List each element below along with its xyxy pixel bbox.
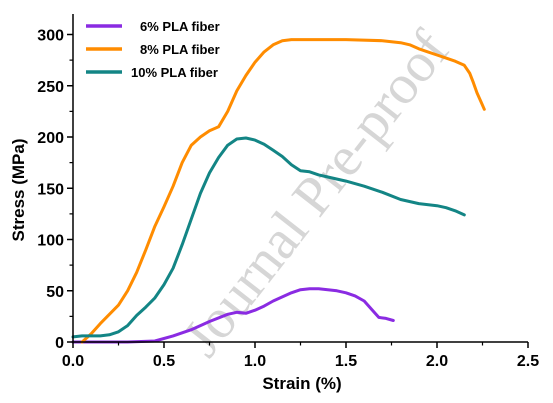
axes: 0.0 0.5 1.0 1.5 2.0 2.5 0 50 100 150 200 250 300	[37, 14, 539, 370]
series-layer	[71, 38, 486, 344]
x-tick-label: 2.5	[517, 353, 539, 370]
y-tick-label: 300	[37, 28, 64, 45]
x-tick-label: 2.0	[426, 353, 448, 370]
y-tick-label: 50	[46, 284, 64, 301]
x-tick-label: 0.0	[62, 353, 84, 370]
series-line-1	[71, 287, 395, 344]
y-tick-label: 100	[37, 233, 64, 250]
series-line-2	[80, 38, 486, 344]
x-tick-label: 1.0	[244, 353, 266, 370]
x-tick-label: 0.5	[153, 353, 175, 370]
y-axis-title: Stress (MPa)	[9, 139, 28, 242]
legend: 6% PLA fiber 8% PLA fiber 10% PLA fiber	[86, 19, 220, 80]
y-tick-label: 150	[37, 181, 64, 198]
legend-label-2: 8% PLA fiber	[140, 42, 220, 57]
x-axis-title: Strain (%)	[262, 374, 341, 393]
legend-label-1: 6% PLA fiber	[140, 19, 220, 34]
y-tick-label: 200	[37, 130, 64, 147]
series-line-3	[71, 136, 466, 339]
legend-label-3: 10% PLA fiber	[131, 65, 218, 80]
x-tick-label: 1.5	[335, 353, 357, 370]
y-tick-label: 0	[55, 335, 64, 352]
y-tick-label: 250	[37, 79, 64, 96]
